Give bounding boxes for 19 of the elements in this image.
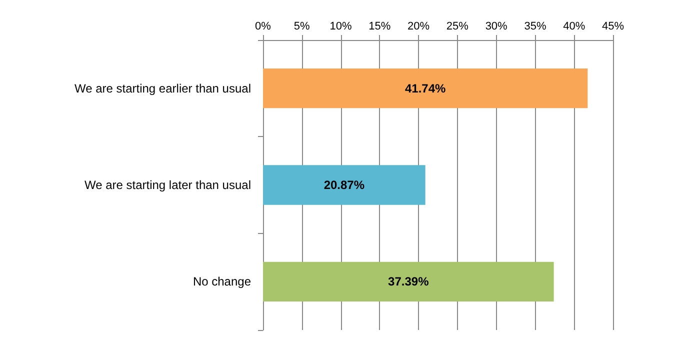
x-tick-label: 35% [524, 20, 546, 32]
data-label: 20.87% [324, 178, 365, 192]
data-label: 41.74% [404, 81, 446, 96]
bar [263, 68, 588, 108]
x-tick-label: 15% [368, 20, 391, 32]
x-tick-label: 0% [255, 20, 272, 32]
x-tick-label: 30% [485, 20, 508, 32]
bar [263, 165, 426, 205]
x-tick-label: 10% [330, 20, 352, 32]
x-tick-label: 25% [446, 20, 469, 32]
y-tick-label: We are starting later than usual [84, 178, 251, 192]
x-tick-label: 20% [408, 20, 430, 32]
x-tick-label: 40% [563, 20, 586, 32]
x-tick-label: 45% [602, 20, 624, 32]
x-tick-label: 5% [294, 20, 310, 32]
y-tick-label: No change [192, 274, 252, 289]
y-tick-label: We are starting earlier than usual [74, 81, 251, 96]
bar [263, 262, 554, 302]
data-label: 37.39% [388, 274, 430, 289]
